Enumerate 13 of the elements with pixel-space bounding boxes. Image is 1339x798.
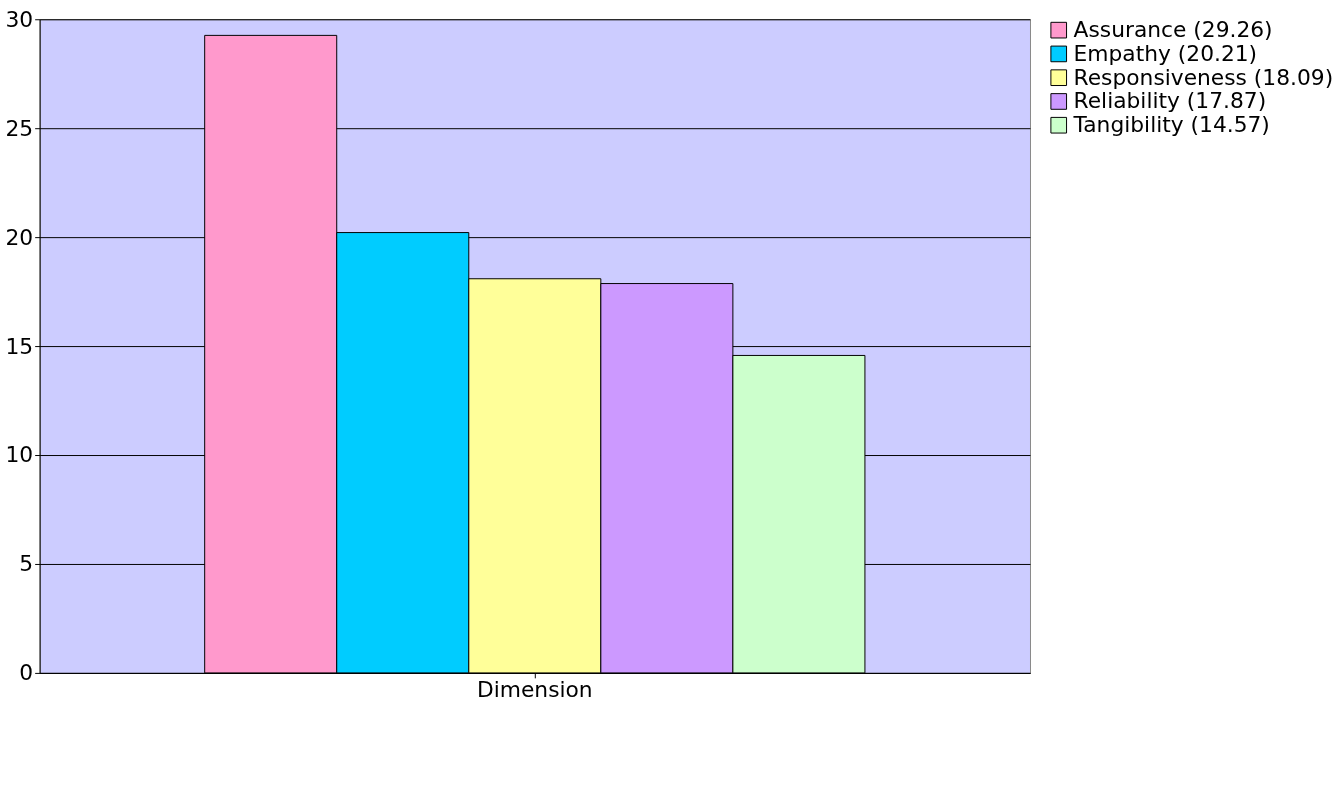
legend-label: Reliability (17.87) [1073, 88, 1267, 114]
y-tick-label: 20 [5, 224, 34, 250]
y-tick-label: 15 [5, 333, 34, 359]
legend-label: Tangibility (14.57) [1072, 112, 1270, 138]
y-tick-label: 10 [5, 442, 34, 468]
legend-label: Responsiveness (18.09) [1073, 64, 1334, 90]
y-tick-label: 25 [5, 115, 34, 141]
y-tick-label: 0 [19, 660, 34, 686]
y-tick-label: 5 [19, 551, 34, 577]
x-tick-label: Dimension [476, 677, 593, 703]
legend-label: Assurance (29.26) [1073, 17, 1273, 43]
legend-label: Empathy (20.21) [1073, 40, 1258, 66]
y-tick-label: 30 [5, 6, 34, 32]
